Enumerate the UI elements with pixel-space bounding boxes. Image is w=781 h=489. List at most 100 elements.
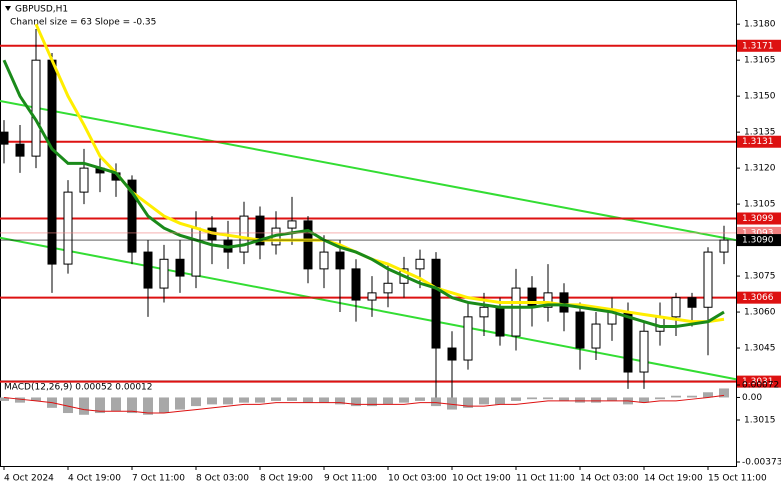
macd-bar bbox=[719, 388, 729, 398]
macd-bar bbox=[703, 392, 713, 398]
candle-body bbox=[479, 306, 489, 318]
macd-bar bbox=[575, 397, 585, 403]
candle-body bbox=[623, 311, 633, 373]
macd-signal bbox=[3, 394, 725, 414]
macd-bar bbox=[15, 397, 25, 403]
level-label: 1.3131 bbox=[742, 137, 774, 147]
candle-body bbox=[575, 311, 585, 349]
level-label-box bbox=[737, 375, 781, 388]
candle-body bbox=[143, 251, 153, 289]
macd-y-tick-label: 0.00 bbox=[742, 393, 762, 403]
y-tick-label: 1.3165 bbox=[744, 56, 776, 66]
candle-body bbox=[447, 347, 457, 361]
candle-body bbox=[671, 297, 681, 318]
chart-subtitle: Channel size = 63 Slope = -0.35 bbox=[10, 18, 156, 28]
macd-bar bbox=[543, 397, 553, 400]
level-label-box bbox=[737, 291, 781, 304]
macd-bar bbox=[175, 397, 185, 410]
chart-title: GBPUSD,H1 bbox=[15, 5, 68, 15]
candle-body bbox=[31, 59, 41, 157]
x-tick-label: 4 Oct 2024 bbox=[4, 474, 54, 484]
y-tick-label: 1.3150 bbox=[744, 92, 776, 102]
macd-bar bbox=[79, 397, 89, 415]
macd-bar bbox=[239, 397, 249, 403]
moving-average bbox=[2, 59, 725, 328]
x-tick-label: 11 Oct 11:00 bbox=[516, 474, 575, 484]
level-label-box bbox=[737, 135, 781, 148]
macd-bar bbox=[319, 397, 329, 403]
level-label-box bbox=[737, 212, 781, 225]
candle-body bbox=[639, 330, 649, 373]
candle-body bbox=[351, 268, 361, 301]
macd-bar bbox=[287, 397, 297, 401]
candle-body bbox=[591, 323, 601, 349]
macd-bar bbox=[431, 397, 441, 407]
macd-bar bbox=[479, 397, 489, 405]
macd-bar bbox=[351, 397, 361, 407]
level-label: 1.3066 bbox=[742, 293, 774, 303]
x-tick-label: 8 Oct 03:00 bbox=[196, 474, 249, 484]
symbol-icon bbox=[5, 6, 11, 11]
macd-bar bbox=[0, 397, 9, 401]
y-tick-label: 1.3135 bbox=[744, 128, 776, 138]
plot-frame bbox=[0, 0, 737, 467]
candle-body bbox=[703, 251, 713, 308]
x-tick-label: 7 Oct 11:00 bbox=[132, 474, 185, 484]
candle-body bbox=[511, 287, 521, 337]
y-tick-label: 1.3105 bbox=[744, 200, 776, 210]
macd-bar bbox=[159, 397, 169, 414]
macd-bar bbox=[399, 397, 409, 403]
candle-body bbox=[159, 258, 169, 289]
price-marker-label: 1.3093 bbox=[742, 228, 774, 238]
candle-body bbox=[559, 292, 569, 313]
candle-body bbox=[303, 220, 313, 270]
level-label: 1.3099 bbox=[742, 214, 774, 224]
x-tick-label: 9 Oct 11:00 bbox=[324, 474, 377, 484]
moving-average bbox=[34, 23, 725, 324]
x-tick-label: 10 Oct 19:00 bbox=[452, 474, 511, 484]
macd-bar bbox=[463, 397, 473, 408]
x-tick-label: 14 Oct 19:00 bbox=[644, 474, 703, 484]
macd-bar bbox=[671, 395, 681, 398]
channel-line bbox=[0, 236, 737, 381]
candle-body bbox=[495, 306, 505, 337]
candle-body bbox=[127, 179, 137, 253]
x-tick-label: 15 Oct 11:00 bbox=[708, 474, 767, 484]
x-tick-label: 10 Oct 03:00 bbox=[388, 474, 447, 484]
y-tick-label: 1.3045 bbox=[744, 344, 776, 354]
x-tick-label: 4 Oct 19:00 bbox=[68, 474, 121, 484]
macd-bar bbox=[127, 397, 137, 414]
candle-body bbox=[543, 292, 553, 308]
macd-bar bbox=[655, 397, 665, 400]
candle-body bbox=[335, 251, 345, 270]
candle-body bbox=[463, 316, 473, 361]
x-tick-label: 8 Oct 19:00 bbox=[260, 474, 313, 484]
candle-body bbox=[367, 292, 377, 301]
candle-body bbox=[319, 251, 329, 270]
candle-body bbox=[0, 131, 9, 145]
macd-bar bbox=[607, 397, 617, 401]
candle-body bbox=[287, 220, 297, 229]
macd-bar bbox=[367, 397, 377, 407]
macd-bar bbox=[207, 397, 217, 405]
level-label-box bbox=[737, 39, 781, 52]
macd-bar bbox=[255, 397, 265, 403]
candle-body bbox=[527, 287, 537, 308]
candle-body bbox=[687, 297, 697, 308]
price-marker-label: 1.3090 bbox=[742, 236, 774, 246]
y-tick-label: 1.3015 bbox=[744, 416, 776, 426]
macd-bar bbox=[223, 397, 233, 405]
candle-body bbox=[47, 59, 57, 265]
macd-bar bbox=[143, 397, 153, 415]
macd-bar bbox=[639, 397, 649, 403]
candle-body bbox=[255, 215, 265, 246]
candle-body bbox=[719, 239, 729, 253]
candle-body bbox=[415, 258, 425, 270]
macd-bar bbox=[415, 397, 425, 401]
y-tick-label: 1.3060 bbox=[744, 308, 776, 318]
macd-bar bbox=[591, 397, 601, 403]
y-tick-label: 1.3075 bbox=[744, 272, 776, 282]
macd-bar bbox=[495, 397, 505, 405]
candle-body bbox=[383, 282, 393, 294]
macd-bar bbox=[383, 397, 393, 405]
